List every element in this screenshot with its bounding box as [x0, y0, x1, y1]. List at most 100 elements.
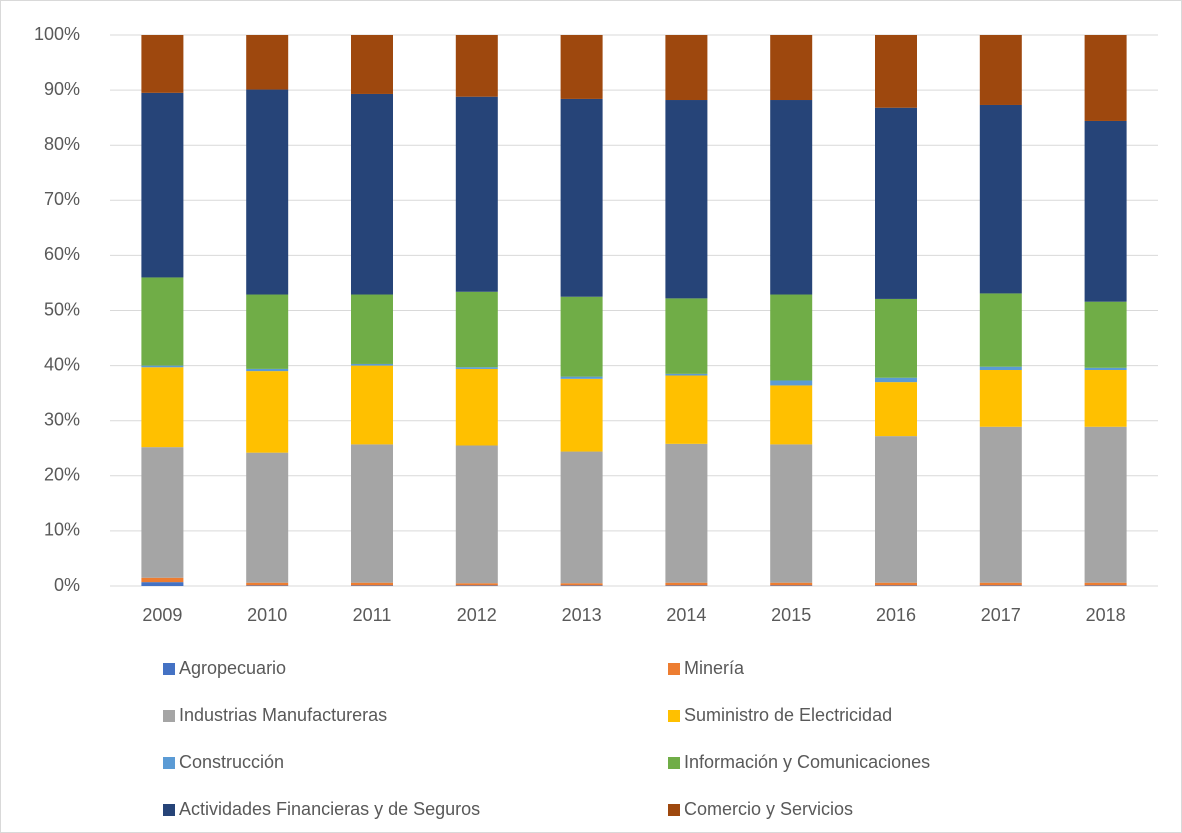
y-tick-label: 90% — [44, 79, 80, 99]
legend-label: Construcción — [179, 752, 284, 772]
bar-segment — [1084, 582, 1127, 586]
bar-segment — [770, 585, 813, 586]
x-tick-label: 2012 — [457, 605, 497, 625]
bar-segment — [455, 291, 498, 368]
y-tick-label: 70% — [44, 189, 80, 209]
bar-segment — [979, 366, 1022, 371]
bar-segment — [246, 582, 289, 586]
bar-segment — [351, 363, 393, 366]
bar-segment — [665, 373, 708, 376]
bar-segment — [455, 585, 498, 586]
bar-segment — [560, 376, 603, 379]
bar-segment — [560, 35, 603, 99]
bar-segment — [979, 293, 1022, 367]
bar-segment — [141, 277, 184, 366]
bar-segment — [246, 368, 289, 372]
legend-swatch — [668, 804, 680, 816]
bar-segment — [141, 447, 184, 578]
bar-segment — [351, 294, 393, 364]
bar-segment — [875, 382, 917, 437]
bar-segment — [246, 371, 289, 453]
bar-segment — [665, 35, 708, 101]
bar-segment — [770, 385, 813, 445]
bar-segment — [455, 367, 498, 369]
y-tick-label: 60% — [44, 244, 80, 264]
bar-segment — [979, 35, 1022, 105]
legend-swatch — [163, 663, 175, 675]
bar-segment — [875, 377, 917, 383]
x-tick-label: 2014 — [666, 605, 706, 625]
bar-segment — [875, 298, 917, 378]
bar-segment — [875, 436, 917, 583]
bar-segment — [770, 444, 813, 583]
bar-segment — [1084, 301, 1127, 368]
legend-label: Actividades Financieras y de Seguros — [179, 799, 480, 819]
bar-segment — [1084, 370, 1127, 427]
bar-segment — [141, 582, 184, 586]
y-tick-label: 80% — [44, 134, 80, 154]
bar-segment — [246, 585, 289, 586]
bar-segment — [455, 35, 498, 97]
y-tick-label: 100% — [34, 24, 80, 44]
bar-segment — [351, 444, 393, 583]
bar-segment — [770, 294, 813, 381]
bar-segment — [770, 35, 813, 101]
bar-segment — [1084, 585, 1127, 586]
bar-segment — [351, 93, 393, 295]
bar-segment — [351, 585, 393, 586]
bar-segment — [979, 370, 1022, 427]
bar-segment — [770, 380, 813, 386]
bar-segment — [665, 582, 708, 586]
bar-segment — [979, 104, 1022, 294]
bar-segment — [979, 426, 1022, 583]
bar-segment — [1084, 426, 1127, 583]
legend-swatch — [668, 663, 680, 675]
y-tick-label: 30% — [44, 409, 80, 429]
bar-segment — [455, 583, 498, 586]
bar-segment — [665, 375, 708, 444]
bar-segment — [770, 582, 813, 586]
x-tick-label: 2017 — [981, 605, 1021, 625]
legend-swatch — [668, 757, 680, 769]
bar-segment — [979, 582, 1022, 586]
legend-label: Agropecuario — [179, 658, 286, 678]
bar-segment — [1084, 120, 1127, 302]
bar-segment — [560, 585, 603, 586]
bar-segment — [351, 582, 393, 586]
bar-segment — [665, 443, 708, 583]
bar-segment — [141, 577, 184, 583]
x-tick-label: 2009 — [142, 605, 182, 625]
bar-segment — [665, 298, 708, 374]
bar-segment — [560, 451, 603, 584]
bar-segment — [246, 89, 289, 295]
bar-segment — [1084, 35, 1127, 121]
bar-segment — [875, 582, 917, 586]
bar-segment — [141, 35, 184, 93]
legend-label: Industrias Manufactureras — [179, 705, 387, 725]
bar-segment — [560, 296, 603, 377]
x-tick-label: 2010 — [247, 605, 287, 625]
bar-segment — [665, 585, 708, 586]
bar-segment — [141, 367, 184, 448]
legend-label: Minería — [684, 658, 745, 678]
bar-segment — [246, 294, 289, 369]
bar-segment — [875, 585, 917, 586]
bar-segment — [1084, 367, 1127, 371]
bar-segment — [351, 35, 393, 94]
legend-label: Comercio y Servicios — [684, 799, 853, 819]
legend-swatch — [163, 757, 175, 769]
y-tick-label: 0% — [54, 575, 80, 595]
bar-segment — [351, 365, 393, 445]
y-tick-label: 20% — [44, 465, 80, 485]
x-tick-label: 2013 — [562, 605, 602, 625]
x-tick-label: 2011 — [353, 605, 392, 625]
bar-segment — [875, 107, 917, 299]
legend-swatch — [163, 710, 175, 722]
x-tick-label: 2018 — [1086, 605, 1126, 625]
bar-segment — [979, 585, 1022, 586]
legend-swatch — [668, 710, 680, 722]
legend-swatch — [163, 804, 175, 816]
bar-segment — [141, 365, 184, 368]
x-tick-label: 2015 — [771, 605, 811, 625]
